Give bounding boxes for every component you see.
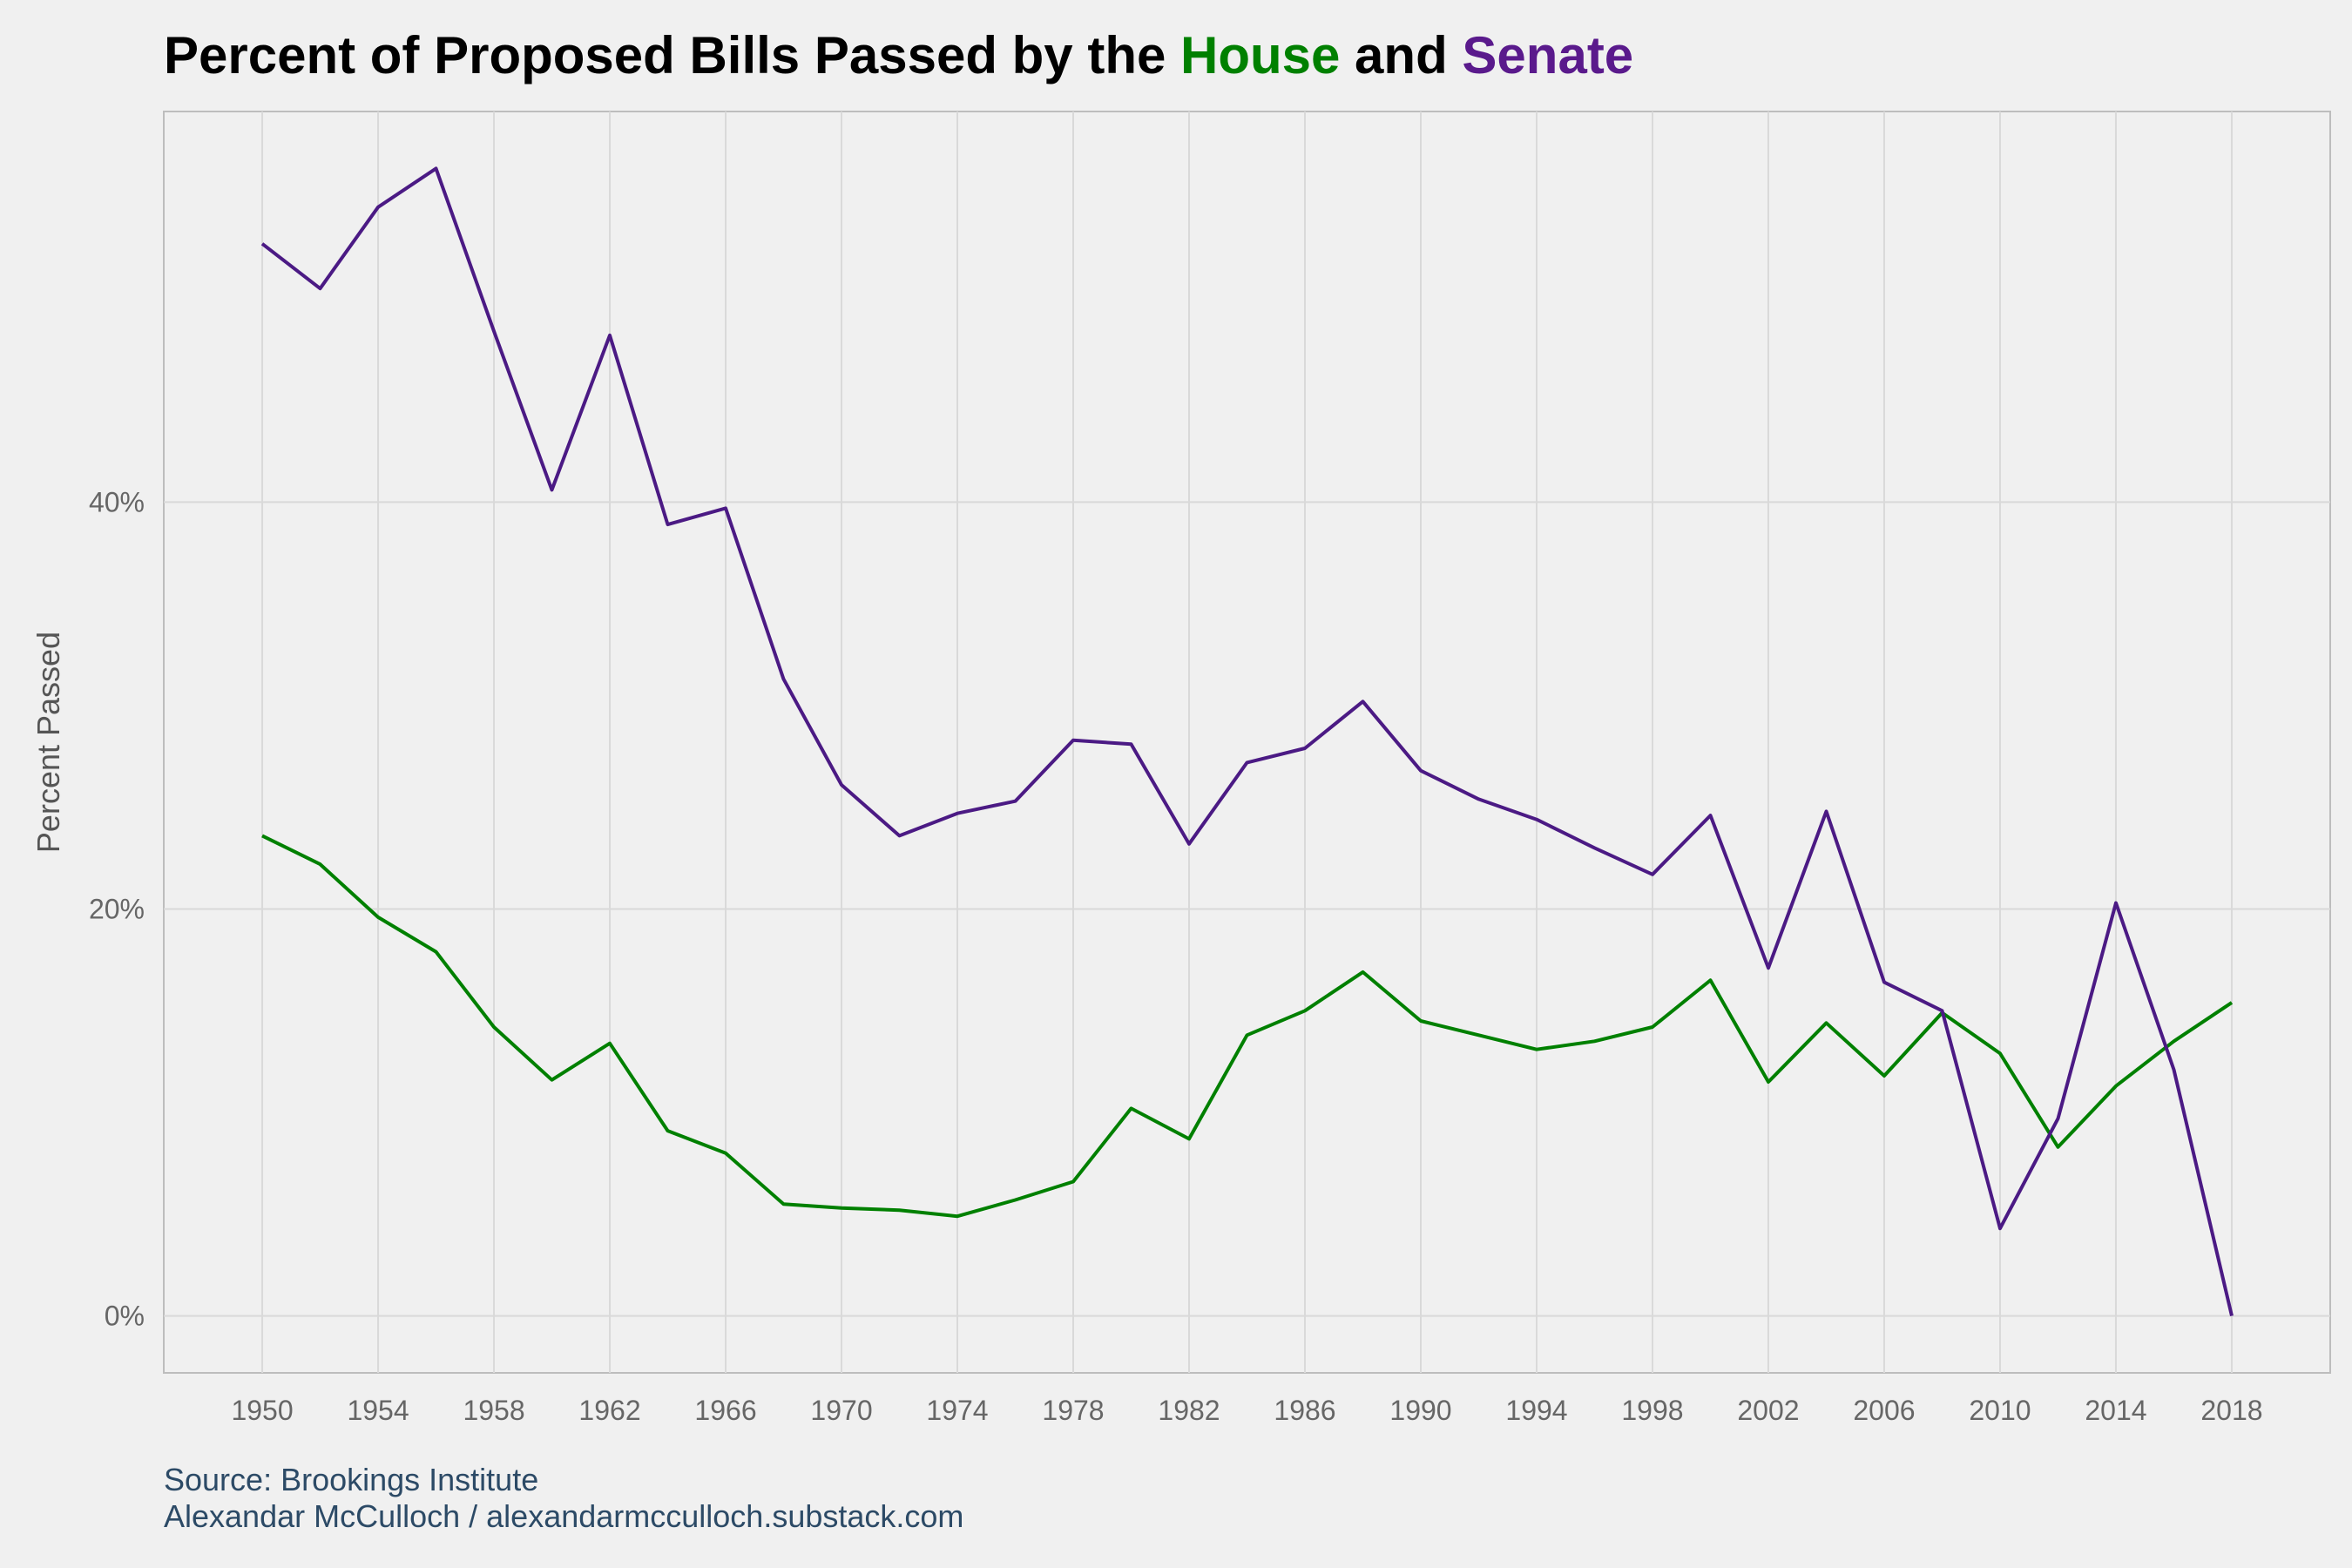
- x-tick-label-1994: 1994: [1505, 1395, 1567, 1426]
- x-tick-label-2006: 2006: [1853, 1395, 1915, 1426]
- tick-labels: 1950 1954 1958 1962 1966 1970 1974 1978 1982 1986…: [89, 486, 2263, 1426]
- grid: [164, 112, 2330, 1373]
- x-tick-label-1990: 1990: [1389, 1395, 1451, 1426]
- x-tick-label-1966: 1966: [694, 1395, 756, 1426]
- title-connector: and: [1340, 26, 1462, 84]
- x-tick-label-2018: 2018: [2200, 1395, 2262, 1426]
- x-tick-label-1978: 1978: [1042, 1395, 1104, 1426]
- chart-title: Percent of Proposed Bills Passed by the …: [164, 26, 1633, 84]
- x-tick-label-1962: 1962: [578, 1395, 640, 1426]
- title-prefix: Percent of Proposed Bills Passed by the: [164, 26, 1180, 84]
- plot-panel-border: [163, 111, 2331, 1374]
- x-tick-label-2014: 2014: [2085, 1395, 2146, 1426]
- y-tick-label-20: 20%: [89, 894, 145, 925]
- caption-author: Alexandar McCulloch / alexandarmcculloch…: [164, 1498, 963, 1534]
- senate-series-line: [260, 166, 2234, 1317]
- title-senate-word: Senate: [1462, 26, 1633, 84]
- title-house-word: House: [1180, 26, 1340, 84]
- x-tick-label-1958: 1958: [463, 1395, 524, 1426]
- x-tick-label-2010: 2010: [1969, 1395, 2031, 1426]
- y-tick-label-0: 0%: [105, 1301, 145, 1332]
- x-tick-label-1986: 1986: [1274, 1395, 1335, 1426]
- x-tick-label-1974: 1974: [926, 1395, 988, 1426]
- caption-source: Source: Brookings Institute: [164, 1462, 538, 1497]
- x-tick-label-1970: 1970: [810, 1395, 872, 1426]
- x-tick-label-1982: 1982: [1158, 1395, 1220, 1426]
- x-tick-label-1998: 1998: [1621, 1395, 1683, 1426]
- x-tick-label-1950: 1950: [231, 1395, 293, 1426]
- y-tick-label-40: 40%: [89, 486, 145, 517]
- house-series-line: [261, 834, 2234, 1219]
- series-lines: [260, 166, 2234, 1317]
- y-axis-title: Percent Passed: [30, 632, 66, 853]
- x-tick-label-2002: 2002: [1737, 1395, 1799, 1426]
- x-tick-label-1954: 1954: [347, 1395, 409, 1426]
